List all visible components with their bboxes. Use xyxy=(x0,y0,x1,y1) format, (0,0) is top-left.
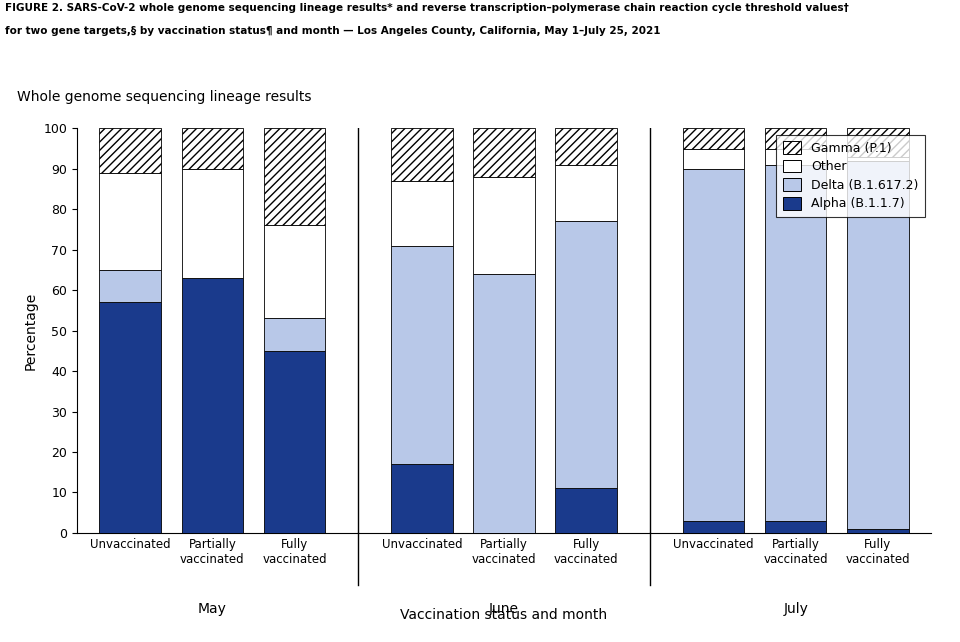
Bar xyxy=(100,173,161,270)
Text: May: May xyxy=(198,602,227,616)
Bar xyxy=(847,160,908,529)
Bar xyxy=(181,169,243,278)
Text: for two gene targets,§ by vaccination status¶ and month — Los Angeles County, Ca: for two gene targets,§ by vaccination st… xyxy=(5,26,660,36)
X-axis label: Vaccination status and month: Vaccination status and month xyxy=(400,608,608,622)
Bar xyxy=(264,225,325,318)
Bar xyxy=(847,128,908,157)
Bar xyxy=(555,165,617,221)
Bar xyxy=(765,128,827,148)
Bar xyxy=(847,529,908,533)
Y-axis label: Percentage: Percentage xyxy=(24,291,37,370)
Bar xyxy=(181,128,243,169)
Bar xyxy=(765,165,827,521)
Text: July: July xyxy=(783,602,808,616)
Bar xyxy=(683,128,744,148)
Bar xyxy=(555,128,617,165)
Bar xyxy=(264,351,325,533)
Bar xyxy=(555,221,617,489)
Bar xyxy=(683,521,744,533)
Text: June: June xyxy=(489,602,519,616)
Legend: Gamma (P.1), Other, Delta (B.1.617.2), Alpha (B.1.1.7): Gamma (P.1), Other, Delta (B.1.617.2), A… xyxy=(777,135,924,216)
Bar xyxy=(100,302,161,533)
Bar xyxy=(181,278,243,533)
Bar xyxy=(391,128,453,181)
Bar xyxy=(847,157,908,160)
Bar xyxy=(683,169,744,521)
Bar xyxy=(391,181,453,246)
Bar xyxy=(391,246,453,464)
Bar xyxy=(100,270,161,302)
Bar xyxy=(473,177,535,274)
Bar xyxy=(473,128,535,177)
Bar xyxy=(555,489,617,533)
Bar xyxy=(391,464,453,533)
Bar xyxy=(100,128,161,173)
Bar xyxy=(683,148,744,169)
Bar xyxy=(765,521,827,533)
Bar xyxy=(473,274,535,533)
Text: FIGURE 2. SARS-CoV-2 whole genome sequencing lineage results* and reverse transc: FIGURE 2. SARS-CoV-2 whole genome sequen… xyxy=(5,3,849,13)
Bar xyxy=(765,148,827,165)
Bar xyxy=(264,128,325,225)
Bar xyxy=(264,318,325,351)
Text: Whole genome sequencing lineage results: Whole genome sequencing lineage results xyxy=(17,90,311,104)
